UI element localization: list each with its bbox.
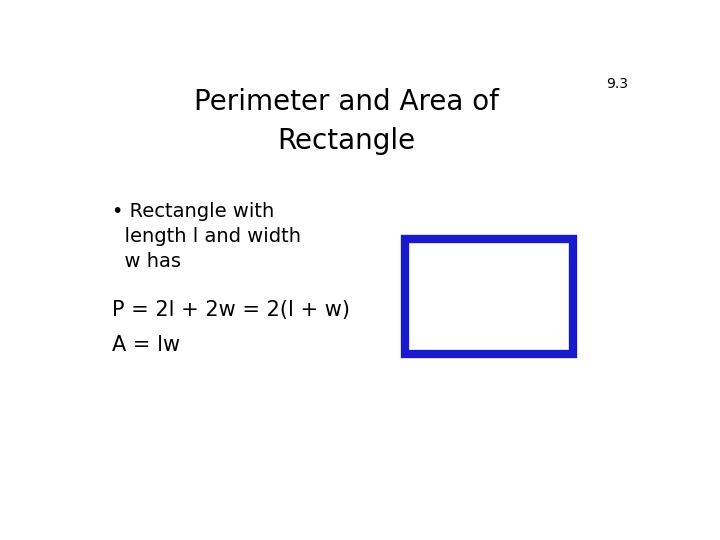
Text: 9.3: 9.3 [606, 77, 629, 91]
Text: P = 2l + 2w = 2(l + w): P = 2l + 2w = 2(l + w) [112, 300, 351, 320]
Text: w has: w has [112, 252, 181, 271]
Bar [405, 239, 572, 354]
Text: • Rectangle with: • Rectangle with [112, 202, 274, 221]
Text: A = lw: A = lw [112, 335, 181, 355]
Text: Perimeter and Area of
Rectangle: Perimeter and Area of Rectangle [194, 87, 499, 154]
Text: length l and width: length l and width [112, 227, 301, 246]
